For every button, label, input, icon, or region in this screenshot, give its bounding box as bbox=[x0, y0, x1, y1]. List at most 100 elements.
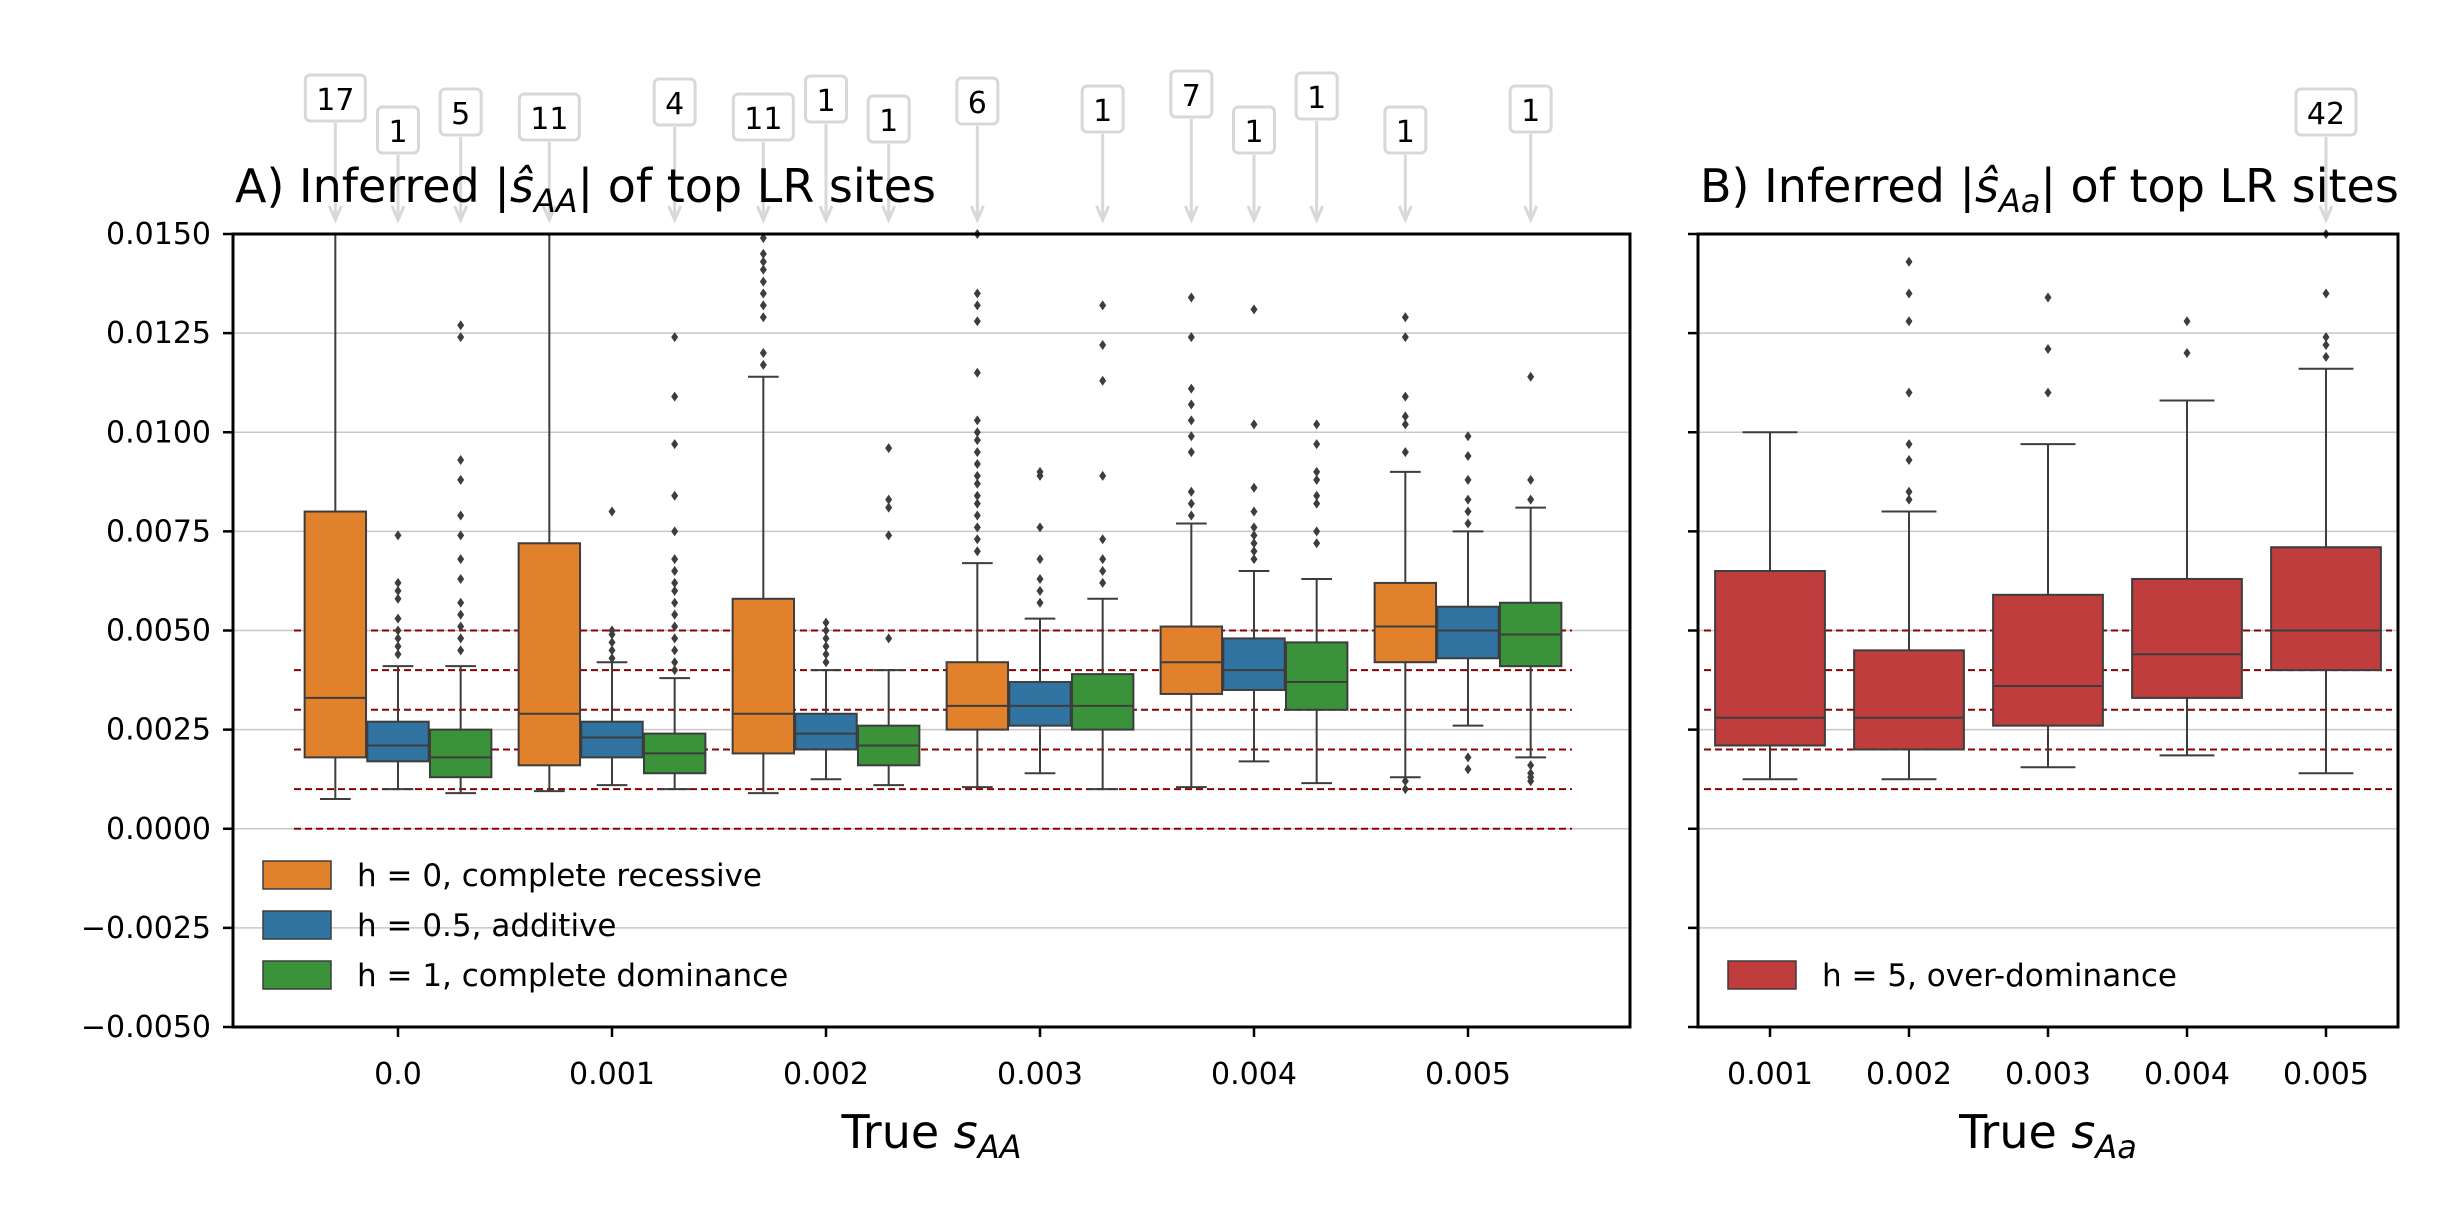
x-axis-label-subscript: Aa bbox=[2093, 1128, 2137, 1166]
outlier-point bbox=[973, 300, 981, 311]
outlier-point bbox=[671, 621, 679, 632]
outlier-point bbox=[671, 657, 679, 668]
outlier-point bbox=[1527, 474, 1535, 485]
x-axis-label: True sAA bbox=[840, 1105, 1021, 1166]
outlier-point bbox=[608, 506, 616, 517]
outlier-point bbox=[608, 645, 616, 656]
outlier-point bbox=[1313, 419, 1321, 430]
count-arrowhead bbox=[969, 205, 985, 224]
x-tick-label: 0.0 bbox=[374, 1057, 422, 1092]
outlier-point bbox=[457, 609, 465, 620]
outlier-point bbox=[1036, 522, 1044, 533]
count-box bbox=[1383, 105, 1428, 155]
count-box bbox=[1080, 84, 1125, 134]
title-symbol: ŝ bbox=[1975, 159, 1999, 213]
outlier-point bbox=[1036, 554, 1044, 565]
y-tick-label: 0.0025 bbox=[106, 713, 211, 748]
outlier-point bbox=[1905, 288, 1913, 299]
outlier-point bbox=[394, 530, 402, 541]
outlier-point bbox=[822, 633, 830, 644]
x-axis-label-symbol: s bbox=[954, 1105, 978, 1159]
count-box bbox=[376, 105, 420, 155]
legend-label: h = 0.5, additive bbox=[357, 908, 617, 944]
outlier-point bbox=[394, 625, 402, 636]
title-subscript: AA bbox=[532, 182, 578, 220]
outlier-point bbox=[973, 522, 981, 533]
x-axis-label-symbol: s bbox=[2071, 1105, 2095, 1159]
outlier-point bbox=[885, 502, 893, 513]
outlier-point bbox=[671, 439, 679, 450]
outlier-point bbox=[1250, 522, 1258, 533]
box bbox=[1714, 570, 1826, 747]
count-arrowhead bbox=[667, 205, 683, 224]
outlier-point bbox=[1099, 375, 1107, 386]
outlier-point bbox=[1099, 470, 1107, 481]
outlier-point bbox=[1313, 439, 1321, 450]
outlier-point bbox=[1250, 554, 1258, 565]
outlier-point bbox=[1464, 451, 1472, 462]
legend-swatch bbox=[262, 960, 332, 990]
outlier-point bbox=[1187, 510, 1195, 521]
outlier-point bbox=[1527, 494, 1535, 505]
outlier-point bbox=[394, 585, 402, 596]
title-prefix: A) Inferred | bbox=[235, 159, 510, 214]
outlier-point bbox=[1313, 526, 1321, 537]
outlier-point bbox=[1036, 585, 1044, 596]
outlier-point bbox=[1401, 447, 1409, 458]
outlier-point bbox=[973, 435, 981, 446]
outlier-point bbox=[2322, 351, 2330, 362]
legend-swatch bbox=[262, 910, 332, 940]
outlier-point bbox=[608, 625, 616, 636]
outlier-point bbox=[973, 316, 981, 327]
outlier-point bbox=[394, 633, 402, 644]
outlier-point bbox=[1250, 546, 1258, 557]
x-tick-label: 0.003 bbox=[2005, 1057, 2091, 1092]
count-box bbox=[1169, 69, 1214, 119]
outlier-point bbox=[1250, 482, 1258, 493]
title-symbol: ŝ bbox=[510, 159, 534, 213]
count-arrowhead bbox=[390, 205, 406, 224]
legend-swatch bbox=[262, 860, 332, 890]
outlier-point bbox=[671, 665, 679, 676]
outlier-point bbox=[457, 597, 465, 608]
outlier-point bbox=[1187, 292, 1195, 303]
legend-label: h = 1, complete dominance bbox=[357, 958, 788, 994]
outlier-point bbox=[973, 427, 981, 438]
outlier-point bbox=[1036, 573, 1044, 584]
outlier-point bbox=[885, 633, 893, 644]
outlier-point bbox=[671, 633, 679, 644]
outlier-point bbox=[759, 347, 767, 358]
outlier-point bbox=[1905, 455, 1913, 466]
x-tick-label: 0.001 bbox=[1727, 1057, 1813, 1092]
count-label: 5 bbox=[451, 97, 470, 132]
count-arrowhead bbox=[453, 205, 469, 224]
outlier-point bbox=[1187, 415, 1195, 426]
outlier-point bbox=[1187, 447, 1195, 458]
outlier-point bbox=[973, 478, 981, 489]
legend-label: h = 0, complete recessive bbox=[357, 858, 762, 894]
outlier-point bbox=[2183, 316, 2191, 327]
outlier-point bbox=[1313, 466, 1321, 477]
outlier-point bbox=[1099, 300, 1107, 311]
y-tick-label: 0.0150 bbox=[106, 217, 211, 252]
box bbox=[794, 712, 858, 751]
outlier-point bbox=[2322, 288, 2330, 299]
outlier-point bbox=[457, 573, 465, 584]
outlier-point bbox=[457, 510, 465, 521]
outlier-point bbox=[1464, 494, 1472, 505]
count-arrowhead bbox=[1397, 205, 1413, 224]
outlier-point bbox=[2044, 387, 2052, 398]
count-box bbox=[438, 87, 483, 137]
count-arrowhead bbox=[1523, 205, 1539, 224]
outlier-point bbox=[1099, 534, 1107, 545]
outlier-point bbox=[759, 288, 767, 299]
x-tick-label: 0.004 bbox=[1211, 1057, 1297, 1092]
outlier-point bbox=[1313, 474, 1321, 485]
x-axis-label-text: True bbox=[840, 1105, 953, 1159]
box bbox=[2270, 546, 2382, 672]
outlier-point bbox=[457, 530, 465, 541]
y-tick-label: 0.0000 bbox=[106, 812, 211, 847]
count-label: 1 bbox=[1521, 94, 1540, 129]
box bbox=[1008, 681, 1072, 727]
count-box bbox=[652, 77, 697, 127]
